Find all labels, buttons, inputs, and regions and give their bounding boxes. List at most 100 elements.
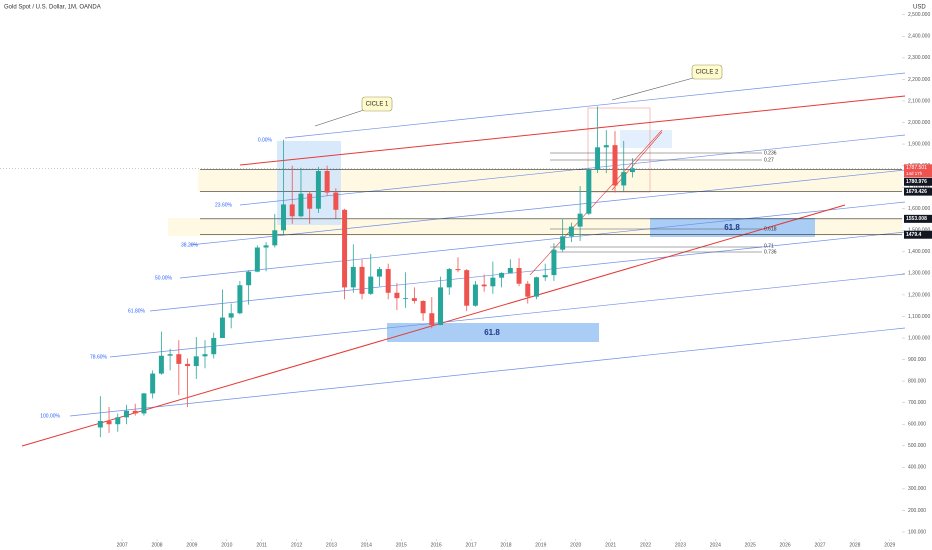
last-price-box — [904, 164, 932, 178]
x-tick-label: 2024 — [710, 542, 721, 548]
y-tick-label: 600.000 — [908, 422, 926, 428]
zone-label: 61.8 — [484, 328, 500, 337]
candle-body — [629, 168, 635, 173]
fib-label: 0.00% — [258, 137, 273, 143]
candle-body — [263, 245, 269, 248]
x-tick-label: 2021 — [605, 542, 616, 548]
x-tick-label: 2029 — [884, 542, 895, 548]
callout-pointer — [314, 107, 371, 127]
x-tick-label: 2016 — [431, 542, 442, 548]
candle-body — [246, 271, 252, 286]
fib-label: 0.736 — [764, 249, 777, 255]
candle-body — [185, 363, 191, 367]
candle-body — [368, 276, 374, 294]
level-box — [904, 214, 932, 223]
candle-body — [237, 285, 243, 314]
candle-body — [516, 267, 522, 284]
y-tick-label: 2,400.000 — [908, 34, 930, 40]
candle-body — [359, 266, 365, 294]
candle-body — [219, 317, 225, 339]
candle-body — [472, 284, 478, 306]
callout-text: CICLE 1 — [366, 102, 389, 108]
candle-body — [228, 313, 234, 318]
level-box — [904, 230, 932, 239]
fib-label: 0.618 — [764, 226, 777, 232]
trend-lines — [21, 95, 906, 447]
candle-body — [254, 247, 260, 272]
level-box — [904, 177, 932, 186]
candle-body — [464, 270, 470, 306]
candle-body — [193, 356, 199, 367]
fib-label: 100.00% — [40, 413, 60, 419]
fib-label: 78.60% — [90, 354, 108, 360]
candle-body — [97, 420, 103, 428]
candle-body — [394, 292, 400, 299]
callout-pointer — [611, 76, 698, 101]
zone-band — [198, 169, 902, 192]
x-tick-label: 2010 — [221, 542, 232, 548]
y-tick-label: 100.000 — [908, 529, 926, 535]
y-tick-label: 1,100.000 — [908, 314, 930, 320]
y-tick-label: 700.000 — [908, 400, 926, 406]
candle-body — [272, 230, 278, 246]
candle-body — [551, 249, 557, 276]
axis-unit: USD — [913, 5, 926, 11]
candle-body — [621, 172, 627, 186]
y-tick-label: 800.000 — [908, 378, 926, 384]
candle-body — [490, 277, 496, 287]
candle-body — [533, 277, 539, 297]
candle-body — [507, 267, 513, 273]
candle-body — [106, 420, 112, 425]
channel-lines — [69, 72, 906, 417]
candle-body — [324, 171, 330, 193]
candle-body — [568, 226, 574, 237]
candle-body — [315, 171, 321, 209]
y-tick-label: 1,300.000 — [908, 271, 930, 277]
y-tick-label: 2,000.000 — [908, 120, 930, 126]
candle-body — [603, 145, 609, 148]
callout-box — [361, 96, 393, 112]
candle-body — [595, 147, 601, 170]
y-tick-label: 2,200.000 — [908, 77, 930, 83]
x-tick-label: 2011 — [256, 542, 267, 548]
zone-box — [620, 130, 672, 148]
x-tick-label: 2009 — [186, 542, 197, 548]
x-tick-label: 2023 — [675, 542, 686, 548]
y-tick-label: 1,700.000 — [908, 185, 930, 191]
x-tick-label: 2028 — [849, 542, 860, 548]
x-tick-label: 2012 — [291, 542, 302, 548]
candle-body — [481, 284, 487, 287]
x-tick-label: 2013 — [326, 542, 337, 548]
candle-body — [281, 204, 287, 231]
x-tick-label: 2026 — [780, 542, 791, 548]
candle-body — [202, 354, 208, 357]
candle-body — [525, 283, 531, 297]
level-label: 1780.976 — [906, 179, 927, 185]
y-tick-label: 2,300.000 — [908, 55, 930, 61]
x-tick-label: 2027 — [814, 542, 825, 548]
fib-right-lines — [550, 152, 762, 253]
x-tick-label: 2017 — [466, 542, 477, 548]
candle-body — [141, 393, 147, 414]
candle-body — [420, 300, 426, 314]
candle-body — [446, 269, 452, 288]
y-tick-label: 2,500.000 — [908, 12, 930, 18]
candle-body — [455, 269, 461, 271]
candle-body — [542, 275, 548, 278]
y-tick-label: 900.000 — [908, 357, 926, 363]
fib-label: 0.71 — [764, 243, 774, 249]
y-tick-label: 1,200.000 — [908, 292, 930, 298]
candle-body — [150, 373, 156, 394]
fib-label: 23.60% — [215, 202, 233, 208]
candle-body — [350, 266, 356, 288]
y-tick-label: 200.000 — [908, 508, 926, 514]
x-tick-label: 2025 — [745, 542, 756, 548]
x-tick-label: 2008 — [151, 542, 162, 548]
callout-box — [691, 64, 723, 80]
y-tick-label: 1,500.000 — [908, 228, 930, 234]
candle-body — [298, 193, 304, 217]
y-tick-label: 1,900.000 — [908, 141, 930, 147]
candle-body — [429, 313, 435, 326]
candle-body — [438, 287, 444, 326]
